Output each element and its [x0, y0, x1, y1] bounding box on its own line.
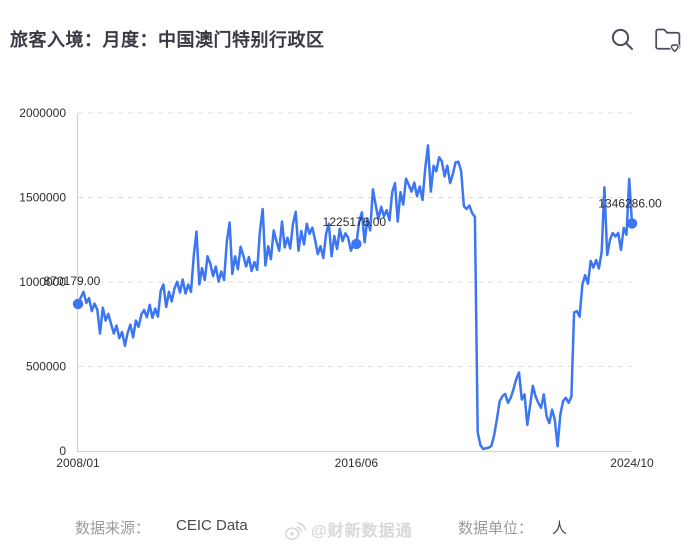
data-point-dot[interactable] — [72, 298, 84, 310]
data-source-label: 数据来源： — [75, 520, 151, 537]
x-tick-label: 2024/10 — [610, 456, 654, 470]
y-tick-label: 0 — [59, 444, 66, 458]
data-point-label: 1225176.00 — [323, 215, 387, 229]
x-tick-label: 2016/06 — [335, 456, 379, 470]
data-point-dot[interactable] — [351, 238, 362, 250]
search-icon — [611, 28, 633, 50]
footer: 数据来源： CEIC Data @财新数据通 数据单位： 人 — [0, 514, 690, 541]
y-tick-label: 2000000 — [19, 106, 66, 120]
y-tick-label: 1500000 — [19, 191, 66, 205]
data-point-label: 870179.00 — [44, 274, 101, 288]
favorites-folder-button[interactable] — [654, 25, 682, 54]
data-point-label: 1346286.00 — [598, 196, 662, 210]
data-point-dot[interactable] — [626, 218, 638, 229]
search-button[interactable] — [608, 25, 636, 53]
x-tick-label: 2008/01 — [56, 456, 100, 470]
watermark-text: @财新数据通 — [311, 522, 413, 540]
header: 旅客入境：月度：中国澳门特别行政区 — [0, 0, 690, 70]
y-tick-label: 500000 — [26, 360, 66, 374]
header-icons — [608, 25, 682, 54]
favorites-folder-icon — [655, 28, 681, 54]
page-title: 旅客入境：月度：中国澳门特别行政区 — [10, 30, 325, 50]
weibo-icon — [284, 522, 307, 541]
visitors-line-series — [76, 144, 634, 451]
data-unit-value: 人 — [552, 520, 568, 537]
data-source-value: CEIC Data — [176, 517, 248, 534]
data-unit-label: 数据单位： — [458, 520, 534, 537]
y-tick-label: 1000000 — [19, 275, 66, 289]
watermark: @财新数据通 — [283, 516, 413, 541]
